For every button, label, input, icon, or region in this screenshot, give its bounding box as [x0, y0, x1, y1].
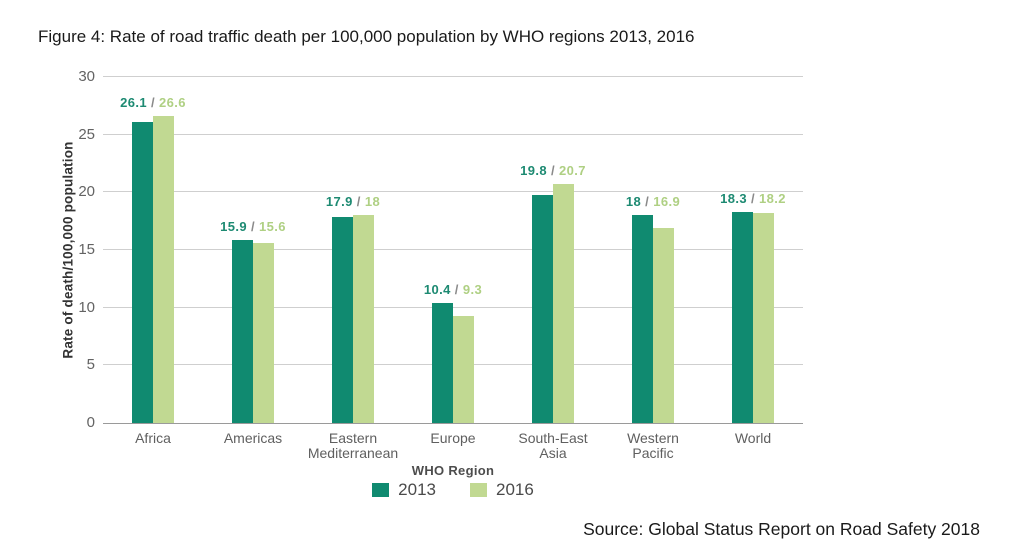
bar-value-label-south-east-asia: 19.8 / 20.7	[483, 163, 623, 178]
bar-2016-africa	[153, 116, 174, 423]
bar-group-africa: 26.1 / 26.6 Africa	[103, 77, 203, 445]
value-2013: 15.9	[220, 218, 247, 234]
gridline	[103, 133, 803, 135]
value-2016: 9.3	[462, 282, 483, 298]
bar-value-label-africa: 26.1 / 26.6	[83, 95, 223, 110]
x-axis-title: WHO Region	[411, 463, 495, 478]
bar-2013-africa	[132, 121, 153, 423]
bar-group-europe: 10.4 / 9.3 Europe	[403, 77, 503, 445]
gridline	[103, 249, 803, 250]
value-separator: /	[246, 218, 260, 234]
gridline	[103, 76, 803, 77]
y-tick-label: 20	[78, 183, 95, 201]
bar-group-americas: 15.9 / 15.6 Americas	[203, 77, 303, 446]
bar-group-south-east-asia: 19.8 / 20.7 South-East Asia	[503, 77, 603, 460]
category-label-world: World	[734, 430, 772, 446]
value-separator: /	[146, 95, 160, 111]
category-label-western-pacific: Western Pacific	[627, 430, 679, 461]
bar-2016-europe	[453, 315, 474, 423]
gridline	[103, 191, 803, 193]
value-2016: 20.7	[559, 163, 586, 179]
y-tick-label: 0	[86, 414, 95, 431]
legend: 2013 2016	[103, 480, 803, 500]
bar-value-label-europe: 10.4 / 9.3	[383, 282, 523, 297]
value-separator: /	[746, 190, 760, 206]
value-2016: 16.9	[653, 194, 681, 210]
value-separator: /	[641, 194, 654, 210]
bar-2016-americas	[253, 243, 274, 423]
category-label-europe: Europe	[430, 430, 476, 446]
value-2013: 10.4	[423, 282, 451, 298]
value-2013: 18.3	[720, 190, 747, 206]
y-tick-label: 15	[78, 241, 95, 258]
bar-2013-world	[732, 211, 753, 423]
plot-area: 0 5 10 15 20 25 30 26.1 / 26.6 Africa 15.9 / 15.6…	[78, 68, 803, 461]
legend-item-2016: 2016	[470, 480, 534, 500]
y-tick-label: 25	[78, 125, 95, 143]
value-2016: 18.2	[759, 190, 786, 206]
gridline	[103, 306, 803, 308]
legend-swatch-2013	[372, 483, 390, 497]
value-2016: 15.6	[259, 218, 286, 234]
bar-2013-americas	[232, 239, 253, 423]
bar-value-label-americas: 15.9 / 15.6	[183, 219, 323, 234]
bar-2016-world	[753, 213, 774, 423]
bar-2013-eastern-mediterranean	[332, 216, 353, 423]
category-label-africa: Africa	[135, 430, 171, 446]
value-2013: 26.1	[120, 95, 147, 111]
value-2013: 17.9	[325, 194, 353, 210]
bar-group-world: 18.3 / 18.2 World	[703, 77, 803, 446]
legend-label-2013: 2013	[398, 480, 436, 499]
value-separator: /	[450, 282, 463, 298]
figure-title: Figure 4: Rate of road traffic death per…	[38, 27, 695, 46]
value-2013: 18	[625, 194, 642, 210]
value-separator: /	[546, 163, 560, 179]
bar-2016-eastern-mediterranean	[353, 215, 374, 423]
category-label-south-east-asia: South-East Asia	[518, 430, 588, 461]
value-separator: /	[352, 194, 365, 210]
value-2013: 19.8	[520, 163, 547, 179]
legend-label-2016: 2016	[496, 480, 534, 499]
category-label-americas: Americas	[223, 430, 283, 446]
value-2016: 18	[364, 194, 381, 210]
bar-2013-south-east-asia	[532, 194, 553, 423]
bar-2016-western-pacific	[653, 228, 674, 423]
bar-value-label-world: 18.3 / 18.2	[683, 191, 823, 206]
bar-2013-europe	[432, 303, 453, 423]
bar-group-western-pacific: 18 / 16.9 Western Pacific	[603, 77, 703, 460]
bar-2016-south-east-asia	[553, 184, 574, 423]
bar-chart: Rate of death/100,000 population 0 5 10 15 2…	[0, 60, 1021, 510]
category-label-eastern-mediterranean: Eastern Mediterranean	[307, 430, 399, 461]
legend-swatch-2016	[470, 483, 487, 497]
legend-item-2013: 2013	[372, 480, 436, 500]
x-axis-line	[103, 423, 803, 424]
bar-value-label-western-pacific: 18 / 16.9	[583, 194, 723, 209]
y-tick-label: 5	[86, 356, 95, 374]
bar-2013-western-pacific	[632, 215, 653, 423]
bar-value-label-eastern-mediterranean: 17.9 / 18	[283, 194, 423, 209]
value-2016: 26.6	[159, 95, 186, 111]
bar-group-eastern-mediterranean: 17.9 / 18 Eastern Mediterranean	[303, 77, 403, 460]
y-tick-label: 30	[78, 68, 95, 85]
y-tick-label: 10	[78, 298, 95, 316]
source-caption: Source: Global Status Report on Road Saf…	[583, 519, 980, 539]
